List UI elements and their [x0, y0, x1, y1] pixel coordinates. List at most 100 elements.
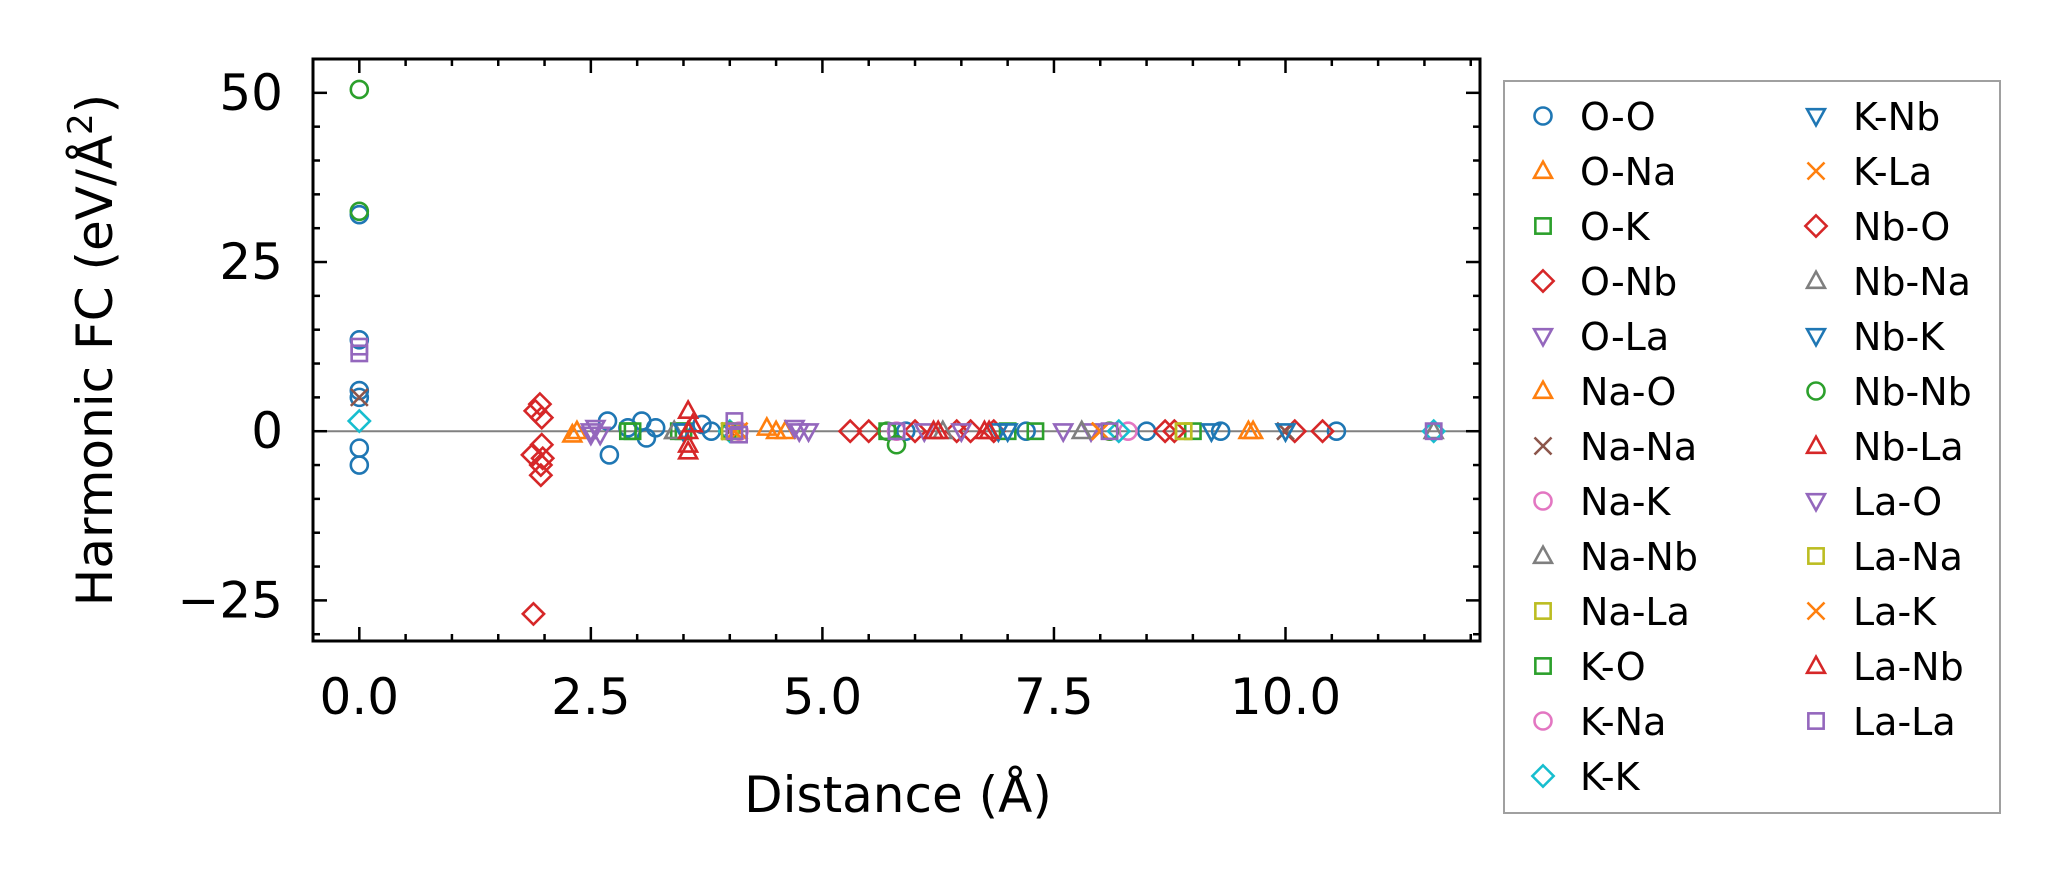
legend-marker — [1804, 433, 1828, 455]
legend-marker — [1534, 217, 1552, 235]
data-point — [1052, 423, 1075, 444]
legend-label: Na-Na — [1580, 425, 1697, 469]
legend-marker — [1530, 268, 1556, 294]
legend-label: O-O — [1580, 95, 1656, 139]
data-point — [1310, 418, 1336, 444]
data-point — [528, 462, 554, 488]
data-point — [349, 201, 370, 222]
legend-marker — [1531, 543, 1555, 565]
data-point — [1161, 418, 1187, 444]
legend-label: Na-Nb — [1580, 535, 1698, 579]
data-point — [837, 418, 863, 444]
x-tick-label: 7.5 — [1014, 668, 1094, 726]
series-la-la — [350, 337, 1443, 444]
data-point — [681, 412, 704, 433]
legend-marker — [1806, 161, 1826, 181]
legend-label: O-Nb — [1580, 260, 1677, 304]
legend-marker — [1804, 268, 1828, 290]
x-axis-label: Distance (Å) — [744, 766, 1052, 824]
data-point — [565, 419, 589, 440]
data-point — [579, 423, 602, 444]
data-point — [1016, 421, 1036, 442]
legend-marker — [1533, 711, 1553, 731]
x-tick-label: 10.0 — [1230, 668, 1341, 726]
series-nb-o — [522, 398, 1187, 471]
legend-marker — [1533, 106, 1553, 126]
legend-marker — [1530, 763, 1556, 789]
legend-marker — [1804, 107, 1828, 129]
legend-marker — [1531, 158, 1555, 180]
legend-label: Nb-Na — [1853, 260, 1971, 304]
data-point — [1118, 421, 1138, 442]
legend-marker — [1534, 657, 1552, 675]
y-tick-label: 50 — [219, 64, 283, 122]
data-point — [973, 419, 996, 440]
data-point — [783, 419, 806, 440]
y-tick-label: −25 — [177, 571, 283, 629]
data-point — [520, 601, 546, 627]
legend-marker — [1803, 213, 1829, 239]
y-axis-label-main: Harmonic FC (eV/Å — [66, 135, 124, 606]
data-point — [1424, 422, 1443, 441]
series-la-k — [724, 421, 1110, 441]
legend-label: La-Nb — [1853, 645, 1964, 689]
x-tick-label: 2.5 — [551, 668, 631, 726]
data-point — [1200, 423, 1223, 444]
data-point — [1026, 422, 1045, 441]
legend-marker — [1531, 327, 1555, 349]
series-la-o — [579, 419, 1075, 447]
series-la-nb — [681, 412, 996, 440]
data-point — [1326, 421, 1347, 442]
legend-marker — [1533, 436, 1553, 456]
data-point — [529, 405, 555, 431]
data-marks — [346, 79, 1447, 627]
legend-label: Nb-K — [1853, 315, 1945, 359]
legend-marker — [1807, 712, 1825, 730]
legend-label: La-K — [1853, 590, 1937, 634]
legend: O-O O-Na O-K O-Nb O-La Na-O Na-Na Na-K Na-Nb Na-L… — [1503, 80, 2001, 814]
series-na-o — [565, 419, 1260, 440]
data-point — [950, 423, 973, 444]
data-point — [724, 421, 744, 441]
legend-label: K-O — [1580, 645, 1646, 689]
legend-label: K-Nb — [1853, 95, 1940, 139]
data-point — [676, 398, 700, 420]
legend-label: La-La — [1853, 700, 1956, 744]
legend-label: Na-O — [1580, 370, 1676, 414]
data-point — [1210, 421, 1231, 442]
data-point — [1100, 422, 1119, 441]
legend-label: La-O — [1853, 480, 1942, 524]
data-point — [676, 432, 700, 453]
legend-marker — [1806, 381, 1826, 401]
data-point — [1152, 418, 1178, 444]
data-point — [1106, 418, 1132, 444]
data-point — [902, 418, 928, 444]
legend-label: Na-K — [1580, 480, 1671, 524]
legend-marker — [1533, 491, 1553, 511]
series-nb-nb — [349, 79, 1120, 455]
data-point — [618, 422, 637, 441]
y-tick-label: 25 — [219, 233, 283, 291]
data-point — [350, 344, 369, 363]
legend-label: La-Na — [1853, 535, 1963, 579]
legend-frame — [1503, 80, 2001, 814]
data-point — [1237, 419, 1260, 440]
y-tick-label: 0 — [251, 402, 283, 460]
data-point — [349, 387, 370, 408]
legend-marker — [1534, 602, 1552, 620]
legend-marker — [1804, 492, 1828, 514]
data-point — [645, 418, 666, 438]
data-point — [527, 391, 553, 417]
legend-marker — [1807, 547, 1825, 565]
y-axis-label-close: ) — [66, 94, 124, 114]
data-point — [877, 421, 898, 442]
legend-label: K-La — [1853, 150, 1932, 194]
legend-label: O-K — [1580, 205, 1651, 249]
data-point — [895, 421, 916, 442]
data-point — [856, 418, 882, 444]
plot-frame — [311, 57, 1482, 643]
y-axis-label-superscript: 2 — [61, 113, 101, 135]
legend-label: Na-La — [1580, 590, 1690, 634]
data-point — [349, 387, 369, 407]
